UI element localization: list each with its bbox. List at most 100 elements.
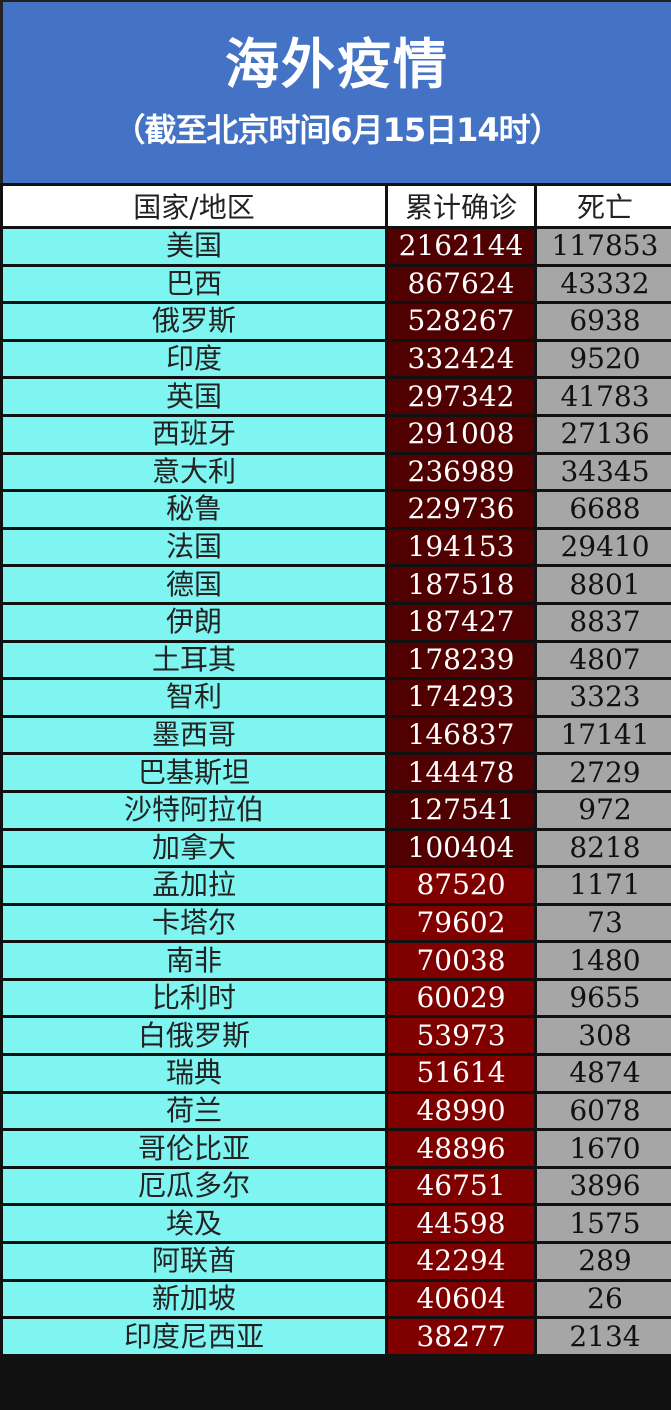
deaths-cell: 972 xyxy=(534,789,671,831)
confirmed-cell: 70038 xyxy=(385,940,537,981)
country-cell: 巴基斯坦 xyxy=(0,752,388,793)
table-row: 墨西哥 146837 17141 xyxy=(0,714,671,756)
confirmed-cell: 174293 xyxy=(385,677,537,718)
country-cell: 阿联酋 xyxy=(0,1241,388,1282)
deaths-cell: 2729 xyxy=(534,752,671,793)
table-row: 沙特阿拉伯 127541 972 xyxy=(0,789,671,831)
table-row: 加拿大 100404 8218 xyxy=(0,827,671,869)
country-cell: 白俄罗斯 xyxy=(0,1015,388,1057)
confirmed-cell: 146837 xyxy=(385,714,537,756)
title-banner: 海外疫情 （截至北京时间6月15日14时） xyxy=(0,0,671,183)
deaths-cell: 27136 xyxy=(534,413,671,455)
table-row: 秘鲁 229736 6688 xyxy=(0,489,671,530)
deaths-cell: 73 xyxy=(534,902,671,944)
confirmed-cell: 187427 xyxy=(385,601,537,643)
deaths-cell: 34345 xyxy=(534,451,671,493)
deaths-cell: 9520 xyxy=(534,338,671,380)
country-cell: 墨西哥 xyxy=(0,714,388,756)
confirmed-cell: 144478 xyxy=(385,752,537,793)
table-row: 厄瓜多尔 46751 3896 xyxy=(0,1165,671,1207)
column-header-country: 国家/地区 xyxy=(0,183,388,229)
table-row: 埃及 44598 1575 xyxy=(0,1203,671,1245)
deaths-cell: 29410 xyxy=(534,526,671,568)
deaths-cell: 9655 xyxy=(534,977,671,1019)
table-row: 法国 194153 29410 xyxy=(0,526,671,568)
confirmed-cell: 332424 xyxy=(385,338,537,380)
confirmed-cell: 42294 xyxy=(385,1241,537,1282)
confirmed-cell: 40604 xyxy=(385,1278,537,1320)
table-row: 俄罗斯 528267 6938 xyxy=(0,301,671,342)
confirmed-cell: 127541 xyxy=(385,789,537,831)
table-row: 新加坡 40604 26 xyxy=(0,1278,671,1320)
deaths-cell: 4807 xyxy=(534,639,671,681)
confirmed-cell: 867624 xyxy=(385,263,537,305)
confirmed-cell: 60029 xyxy=(385,977,537,1019)
confirmed-cell: 44598 xyxy=(385,1203,537,1245)
country-cell: 卡塔尔 xyxy=(0,902,388,944)
deaths-cell: 3896 xyxy=(534,1165,671,1207)
country-cell: 英国 xyxy=(0,376,388,417)
table-row: 孟加拉 87520 1171 xyxy=(0,865,671,906)
country-cell: 沙特阿拉伯 xyxy=(0,789,388,831)
confirmed-cell: 48990 xyxy=(385,1090,537,1132)
table-row: 土耳其 178239 4807 xyxy=(0,639,671,681)
confirmed-cell: 229736 xyxy=(385,489,537,530)
epidemic-table: 国家/地区 累计确诊 死亡 美国 2162144 117853 巴西 867624 433… xyxy=(0,183,671,1357)
table-row: 西班牙 291008 27136 xyxy=(0,413,671,455)
table-row: 意大利 236989 34345 xyxy=(0,451,671,493)
table-row: 南非 70038 1480 xyxy=(0,940,671,981)
deaths-cell: 26 xyxy=(534,1278,671,1320)
country-cell: 意大利 xyxy=(0,451,388,493)
country-cell: 德国 xyxy=(0,564,388,605)
column-header-confirmed: 累计确诊 xyxy=(385,183,537,229)
table-row: 瑞典 51614 4874 xyxy=(0,1053,671,1094)
country-cell: 加拿大 xyxy=(0,827,388,869)
country-cell: 美国 xyxy=(0,226,388,267)
country-cell: 伊朗 xyxy=(0,601,388,643)
deaths-cell: 1480 xyxy=(534,940,671,981)
confirmed-cell: 187518 xyxy=(385,564,537,605)
country-cell: 法国 xyxy=(0,526,388,568)
confirmed-cell: 46751 xyxy=(385,1165,537,1207)
confirmed-cell: 528267 xyxy=(385,301,537,342)
deaths-cell: 43332 xyxy=(534,263,671,305)
confirmed-cell: 194153 xyxy=(385,526,537,568)
deaths-cell: 8801 xyxy=(534,564,671,605)
table-row: 印度 332424 9520 xyxy=(0,338,671,380)
table-row: 白俄罗斯 53973 308 xyxy=(0,1015,671,1057)
page-subtitle: （截至北京时间6月15日14时） xyxy=(113,111,561,149)
deaths-cell: 3323 xyxy=(534,677,671,718)
deaths-cell: 6938 xyxy=(534,301,671,342)
table-row: 伊朗 187427 8837 xyxy=(0,601,671,643)
country-cell: 哥伦比亚 xyxy=(0,1128,388,1169)
table-row: 智利 174293 3323 xyxy=(0,677,671,718)
table-row: 德国 187518 8801 xyxy=(0,564,671,605)
country-cell: 印度尼西亚 xyxy=(0,1316,388,1357)
country-cell: 巴西 xyxy=(0,263,388,305)
country-cell: 瑞典 xyxy=(0,1053,388,1094)
confirmed-cell: 48896 xyxy=(385,1128,537,1169)
deaths-cell: 8218 xyxy=(534,827,671,869)
country-cell: 俄罗斯 xyxy=(0,301,388,342)
deaths-cell: 117853 xyxy=(534,226,671,267)
confirmed-cell: 87520 xyxy=(385,865,537,906)
deaths-cell: 308 xyxy=(534,1015,671,1057)
deaths-cell: 1575 xyxy=(534,1203,671,1245)
country-cell: 比利时 xyxy=(0,977,388,1019)
country-cell: 智利 xyxy=(0,677,388,718)
confirmed-cell: 51614 xyxy=(385,1053,537,1094)
confirmed-cell: 79602 xyxy=(385,902,537,944)
deaths-cell: 1670 xyxy=(534,1128,671,1169)
confirmed-cell: 38277 xyxy=(385,1316,537,1357)
deaths-cell: 289 xyxy=(534,1241,671,1282)
table-row: 巴基斯坦 144478 2729 xyxy=(0,752,671,793)
column-header-deaths: 死亡 xyxy=(534,183,671,229)
table-row: 哥伦比亚 48896 1670 xyxy=(0,1128,671,1169)
country-cell: 埃及 xyxy=(0,1203,388,1245)
country-cell: 孟加拉 xyxy=(0,865,388,906)
page-title: 海外疫情 xyxy=(225,33,449,96)
confirmed-cell: 2162144 xyxy=(385,226,537,267)
confirmed-cell: 291008 xyxy=(385,413,537,455)
country-cell: 土耳其 xyxy=(0,639,388,681)
table-row: 荷兰 48990 6078 xyxy=(0,1090,671,1132)
